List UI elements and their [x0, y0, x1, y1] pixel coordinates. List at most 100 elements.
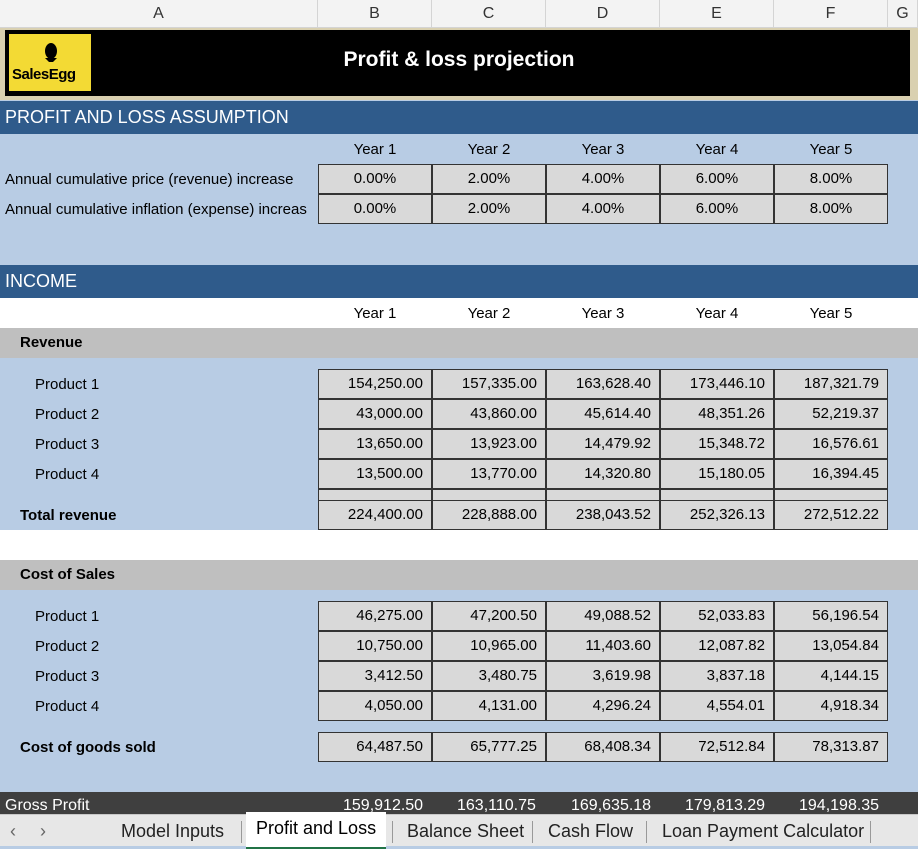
cogs-cell[interactable]: 72,512.84 — [660, 732, 774, 762]
inflation-increase-cell[interactable]: 0.00% — [318, 194, 432, 224]
revenue-cell[interactable]: 15,348.72 — [660, 429, 774, 459]
gross-profit-cell[interactable]: 169,635.18 — [571, 797, 652, 814]
revenue-cell[interactable]: 16,394.45 — [774, 459, 888, 489]
gross-profit-cell[interactable]: 159,912.50 — [343, 797, 424, 814]
column-header-f[interactable]: F — [774, 0, 888, 28]
column-header-b[interactable]: B — [318, 0, 432, 28]
cogs-cell[interactable]: 78,313.87 — [774, 732, 888, 762]
tab-cash-flow[interactable]: Cash Flow — [548, 821, 634, 841]
gross-profit-cell[interactable]: 194,198.35 — [799, 797, 880, 814]
cos-product-label: Product 3 — [35, 668, 100, 685]
revenue-cell[interactable]: 15,180.05 — [660, 459, 774, 489]
total-revenue-cell[interactable]: 272,512.22 — [774, 500, 888, 530]
total-revenue-cell[interactable]: 228,888.00 — [432, 500, 546, 530]
revenue-cell[interactable]: 173,446.10 — [660, 369, 774, 399]
cogs-cell[interactable]: 68,408.34 — [546, 732, 660, 762]
revenue-cell[interactable]: 157,335.00 — [432, 369, 546, 399]
inflation-increase-cell[interactable]: 2.00% — [432, 194, 546, 224]
assumption-year-header: Year 2 — [467, 141, 511, 158]
revenue-cell[interactable]: 16,576.61 — [774, 429, 888, 459]
revenue-cell[interactable]: 13,923.00 — [432, 429, 546, 459]
gross-profit-cell[interactable]: 163,110.75 — [457, 797, 536, 814]
tab-model-inputs[interactable]: Model Inputs — [121, 821, 225, 841]
inflation-increase-cell[interactable]: 6.00% — [660, 194, 774, 224]
price-increase-label: Annual cumulative price (revenue) increa… — [5, 171, 294, 188]
cos-cell[interactable]: 3,619.98 — [546, 661, 660, 691]
income-year-header: Year 4 — [695, 305, 739, 322]
revenue-cell[interactable]: 52,219.37 — [774, 399, 888, 429]
cos-cell[interactable]: 4,918.34 — [774, 691, 888, 721]
cogs-cell[interactable]: 65,777.25 — [432, 732, 546, 762]
total-revenue-cell[interactable]: 238,043.52 — [546, 500, 660, 530]
inflation-increase-cell[interactable]: 4.00% — [546, 194, 660, 224]
revenue-cell[interactable]: 154,250.00 — [318, 369, 432, 399]
price-increase-cell[interactable]: 2.00% — [432, 164, 546, 194]
column-header-d[interactable]: D — [546, 0, 660, 28]
cogs-cell[interactable]: 64,487.50 — [318, 732, 432, 762]
scroll-right-icon[interactable]: › — [40, 821, 46, 841]
revenue-cell[interactable]: 13,500.00 — [318, 459, 432, 489]
cos-cell[interactable]: 47,200.50 — [432, 601, 546, 631]
revenue-cell[interactable]: 14,479.92 — [546, 429, 660, 459]
revenue-product-label: Product 4 — [35, 466, 100, 483]
tab-balance-sheet[interactable]: Balance Sheet — [407, 821, 525, 841]
revenue-cell[interactable]: 13,650.00 — [318, 429, 432, 459]
price-increase-cell[interactable]: 0.00% — [318, 164, 432, 194]
inflation-increase-cell[interactable]: 8.00% — [774, 194, 888, 224]
page-title: Profit & loss projection — [343, 48, 575, 71]
cos-cell[interactable]: 4,296.24 — [546, 691, 660, 721]
cos-cell[interactable]: 4,554.01 — [660, 691, 774, 721]
gross-profit-label: Gross Profit — [5, 797, 90, 814]
cos-cell[interactable]: 46,275.00 — [318, 601, 432, 631]
cost-of-sales-subheading: Cost of Sales — [0, 560, 918, 590]
scroll-left-icon[interactable]: ‹ — [10, 821, 16, 841]
revenue-cell[interactable]: 163,628.40 — [546, 369, 660, 399]
tab-separator — [392, 821, 393, 843]
cos-cell[interactable]: 4,131.00 — [432, 691, 546, 721]
cos-cell[interactable]: 3,837.18 — [660, 661, 774, 691]
cos-cell[interactable]: 3,412.50 — [318, 661, 432, 691]
revenue-cell[interactable]: 43,000.00 — [318, 399, 432, 429]
revenue-cell[interactable]: 187,321.79 — [774, 369, 888, 399]
column-header-g[interactable]: G — [888, 0, 918, 28]
gross-profit-row[interactable]: Gross Profit 159,912.50 163,110.75 169,6… — [0, 792, 918, 814]
revenue-cell[interactable]: 48,351.26 — [660, 399, 774, 429]
column-header-c[interactable]: C — [432, 0, 546, 28]
assumption-year-header: Year 4 — [695, 141, 739, 158]
price-increase-cell[interactable]: 8.00% — [774, 164, 888, 194]
cos-cell[interactable]: 11,403.60 — [546, 631, 660, 661]
cos-cell[interactable]: 3,480.75 — [432, 661, 546, 691]
revenue-cell[interactable]: 13,770.00 — [432, 459, 546, 489]
revenue-cell[interactable]: 43,860.00 — [432, 399, 546, 429]
tab-separator — [646, 821, 647, 843]
total-revenue-cell[interactable]: 252,326.13 — [660, 500, 774, 530]
tab-profit-and-loss[interactable]: Profit and Loss — [246, 812, 387, 849]
cos-cell[interactable]: 49,088.52 — [546, 601, 660, 631]
cos-cell[interactable]: 10,965.00 — [432, 631, 546, 661]
title-banner — [5, 30, 910, 96]
column-header-a[interactable]: A — [0, 0, 318, 28]
cos-cell[interactable]: 52,033.83 — [660, 601, 774, 631]
gross-profit-cell[interactable]: 179,813.29 — [685, 797, 766, 814]
revenue-product-label: Product 1 — [35, 376, 100, 393]
revenue-cell[interactable]: 14,320.80 — [546, 459, 660, 489]
revenue-subheading: Revenue — [0, 328, 918, 358]
income-year-header: Year 1 — [353, 305, 397, 322]
cos-product-label: Product 1 — [35, 608, 100, 625]
cos-product-label: Product 4 — [35, 698, 100, 715]
tab-loan-payment-calculator[interactable]: Loan Payment Calculator — [662, 821, 865, 841]
cos-cell[interactable]: 56,196.54 — [774, 601, 888, 631]
cos-cell[interactable]: 4,050.00 — [318, 691, 432, 721]
price-increase-cell[interactable]: 4.00% — [546, 164, 660, 194]
column-header-e[interactable]: E — [660, 0, 774, 28]
cos-cell[interactable]: 13,054.84 — [774, 631, 888, 661]
price-increase-cell[interactable]: 6.00% — [660, 164, 774, 194]
total-revenue-label: Total revenue — [20, 507, 117, 524]
cos-cell[interactable]: 10,750.00 — [318, 631, 432, 661]
tab-separator — [532, 821, 533, 843]
total-revenue-cell[interactable]: 224,400.00 — [318, 500, 432, 530]
cos-cell[interactable]: 4,144.15 — [774, 661, 888, 691]
cos-cell[interactable]: 12,087.82 — [660, 631, 774, 661]
revenue-cell[interactable]: 45,614.40 — [546, 399, 660, 429]
tab-separator — [870, 821, 871, 843]
